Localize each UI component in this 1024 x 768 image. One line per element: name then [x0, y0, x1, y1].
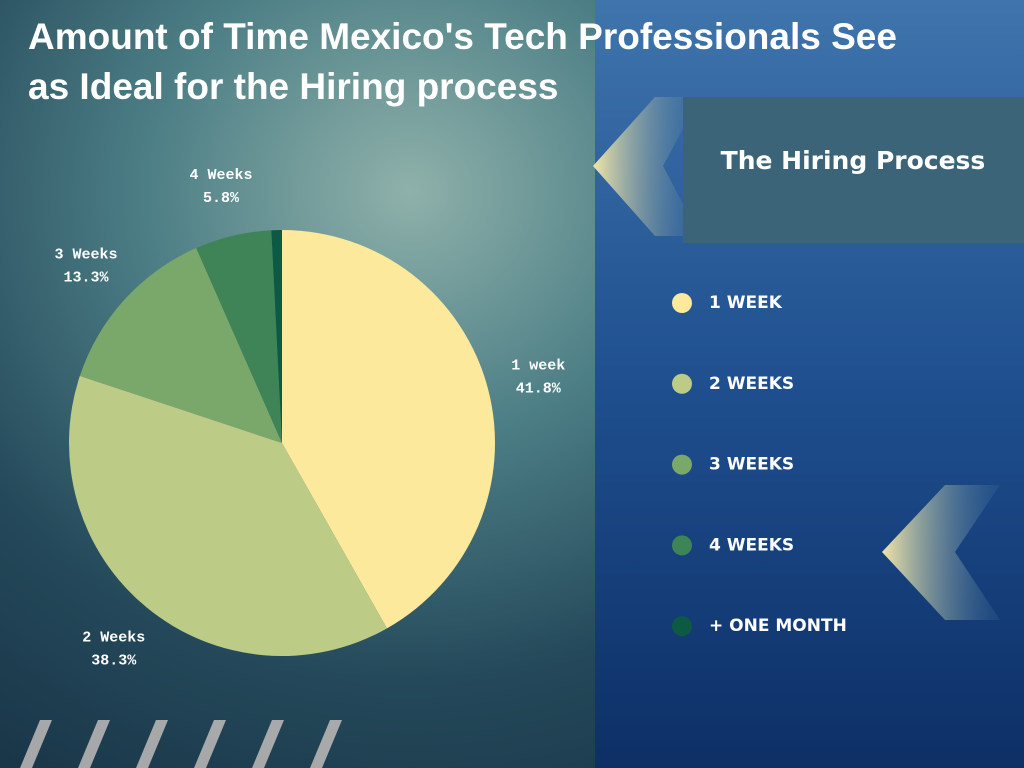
panel-header [683, 97, 1024, 243]
legend-marker [672, 293, 692, 313]
slice-label: 3 Weeks [54, 247, 117, 264]
legend-marker [672, 535, 692, 556]
panel-title: The Hiring Process [721, 146, 986, 175]
slice-label: 1 week [511, 357, 565, 374]
slice-label: 2 Weeks [82, 630, 145, 647]
slice-value: 41.8% [516, 380, 562, 397]
legend-marker [672, 616, 692, 637]
legend-label: 2 WEEKS [709, 374, 794, 394]
legend-marker [672, 454, 692, 475]
pie-slice [79, 248, 282, 443]
chevron [593, 97, 700, 236]
pie-slice [68, 375, 387, 656]
slice-label: 4 Weeks [189, 167, 252, 184]
legend-label: 4 WEEKS [709, 535, 794, 555]
pie-slice [282, 230, 496, 629]
legend-marker [672, 373, 692, 394]
slice-value: 13.3% [63, 270, 109, 287]
pie-slice [196, 230, 282, 443]
legend-label: + ONE MONTH [709, 616, 847, 636]
slice-value: 38.3% [91, 653, 137, 670]
slice-value: 5.8% [203, 190, 240, 207]
legend-label: 1 WEEK [709, 293, 783, 313]
legend-label: 3 WEEKS [709, 455, 794, 475]
pie-slice [271, 230, 282, 443]
chevron [882, 485, 1000, 620]
stripes [20, 720, 342, 768]
chart-title: Amount of Time Mexico's Tech Professiona… [28, 16, 897, 107]
